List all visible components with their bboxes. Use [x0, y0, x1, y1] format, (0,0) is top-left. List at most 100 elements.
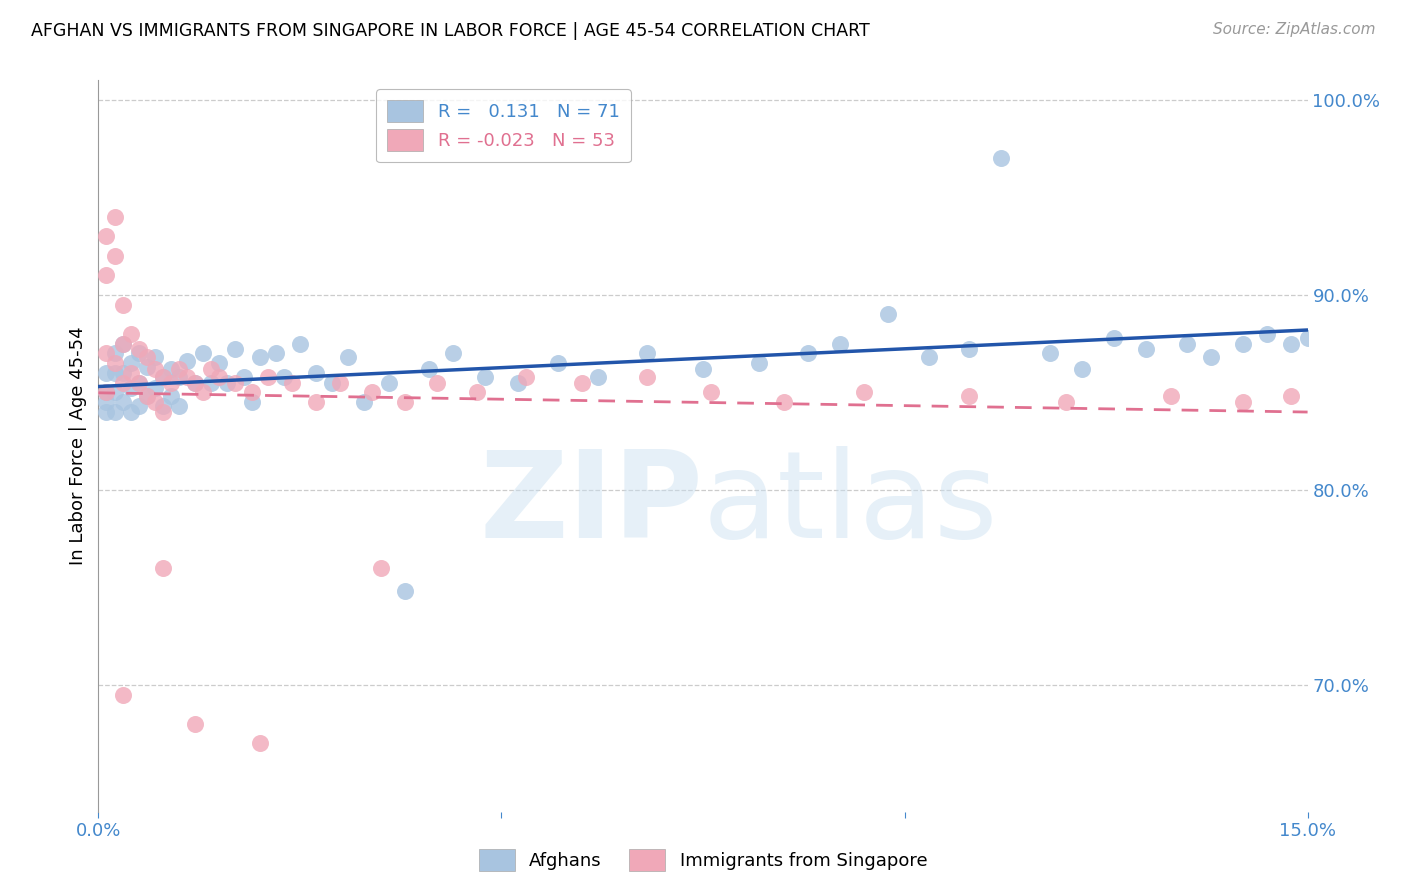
Point — [1070, 362, 1092, 376]
Point — [111, 366, 134, 380]
Point — [111, 336, 134, 351]
Point — [111, 688, 134, 702]
Point — [152, 399, 174, 413]
Legend: Afghans, Immigrants from Singapore: Afghans, Immigrants from Singapore — [471, 842, 935, 879]
Point — [96, 395, 118, 409]
Point — [120, 326, 142, 341]
Text: atlas: atlas — [703, 446, 998, 563]
Point — [103, 356, 125, 370]
Point — [465, 385, 488, 400]
Point — [96, 385, 118, 400]
Point — [96, 346, 118, 360]
Point — [748, 356, 770, 370]
Point — [160, 376, 183, 390]
Point — [853, 385, 876, 400]
Point — [957, 343, 980, 357]
Point — [103, 346, 125, 360]
Point — [120, 366, 142, 380]
Point — [232, 369, 254, 384]
Point — [103, 210, 125, 224]
Point — [160, 362, 183, 376]
Point — [128, 399, 150, 413]
Point — [224, 343, 246, 357]
Point — [1256, 326, 1278, 341]
Point — [176, 369, 198, 384]
Point — [1232, 336, 1254, 351]
Point — [240, 385, 263, 400]
Point — [111, 395, 134, 409]
Point — [441, 346, 464, 360]
Point — [700, 385, 723, 400]
Point — [353, 395, 375, 409]
Point — [111, 376, 134, 390]
Point — [135, 359, 157, 374]
Point — [152, 369, 174, 384]
Point — [370, 561, 392, 575]
Point — [506, 376, 529, 390]
Point — [135, 389, 157, 403]
Point — [96, 268, 118, 283]
Point — [394, 584, 416, 599]
Text: Source: ZipAtlas.com: Source: ZipAtlas.com — [1212, 22, 1375, 37]
Point — [152, 561, 174, 575]
Point — [128, 376, 150, 390]
Point — [1281, 336, 1303, 351]
Point — [1199, 351, 1222, 365]
Point — [96, 229, 118, 244]
Point — [249, 736, 271, 750]
Point — [152, 405, 174, 419]
Point — [167, 399, 190, 413]
Point — [224, 376, 246, 390]
Point — [143, 351, 166, 365]
Point — [103, 249, 125, 263]
Point — [636, 346, 658, 360]
Point — [1232, 395, 1254, 409]
Point — [249, 351, 271, 365]
Point — [1296, 331, 1319, 345]
Point — [918, 351, 941, 365]
Point — [571, 376, 593, 390]
Point — [167, 362, 190, 376]
Point — [426, 376, 449, 390]
Y-axis label: In Labor Force | Age 45-54: In Labor Force | Age 45-54 — [69, 326, 87, 566]
Point — [103, 385, 125, 400]
Point — [217, 376, 239, 390]
Point — [128, 346, 150, 360]
Point — [143, 381, 166, 395]
Point — [990, 151, 1012, 165]
Point — [1281, 389, 1303, 403]
Point — [1175, 336, 1198, 351]
Point — [120, 356, 142, 370]
Point — [167, 369, 190, 384]
Point — [1160, 389, 1182, 403]
Point — [692, 362, 714, 376]
Point — [128, 376, 150, 390]
Text: AFGHAN VS IMMIGRANTS FROM SINGAPORE IN LABOR FORCE | AGE 45-54 CORRELATION CHART: AFGHAN VS IMMIGRANTS FROM SINGAPORE IN L… — [31, 22, 870, 40]
Point — [586, 369, 609, 384]
Point — [273, 369, 295, 384]
Point — [120, 381, 142, 395]
Point — [160, 389, 183, 403]
Point — [547, 356, 569, 370]
Point — [1054, 395, 1077, 409]
Point — [515, 369, 537, 384]
Point — [200, 376, 222, 390]
Point — [281, 376, 304, 390]
Point — [957, 389, 980, 403]
Point — [377, 376, 399, 390]
Point — [103, 405, 125, 419]
Point — [184, 376, 207, 390]
Point — [96, 405, 118, 419]
Point — [193, 346, 215, 360]
Point — [1039, 346, 1062, 360]
Point — [418, 362, 440, 376]
Point — [264, 346, 287, 360]
Point — [176, 354, 198, 368]
Point — [135, 351, 157, 365]
Point — [143, 395, 166, 409]
Point — [329, 376, 352, 390]
Point — [1135, 343, 1157, 357]
Point — [288, 336, 311, 351]
Point — [152, 369, 174, 384]
Point — [193, 385, 215, 400]
